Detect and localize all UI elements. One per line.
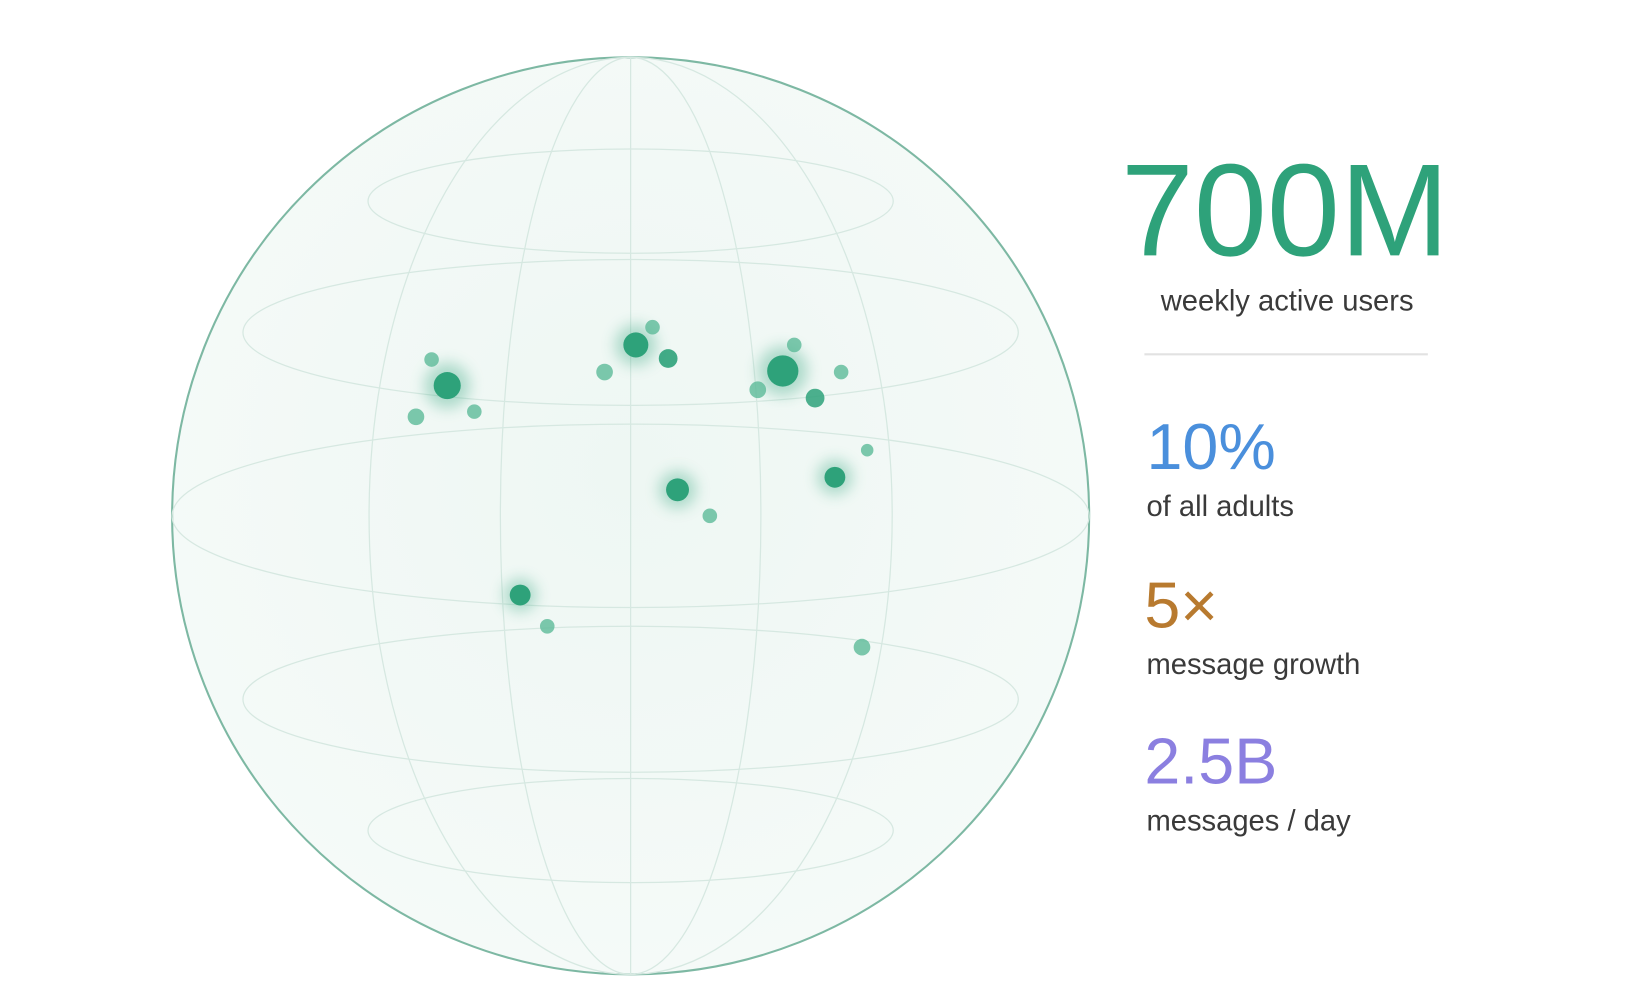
stats-panel: 700M weekly active users 10% of all adul… bbox=[1121, 136, 1449, 837]
globe-grid bbox=[171, 56, 1090, 975]
stat-value: 10% bbox=[1146, 411, 1275, 483]
stat-label: message growth bbox=[1146, 649, 1360, 681]
headline-value: 700M bbox=[1121, 136, 1449, 283]
headline-label: weekly active users bbox=[1160, 286, 1414, 318]
globe bbox=[171, 56, 1091, 976]
stat-value: 2.5B bbox=[1144, 726, 1277, 798]
activity-dots bbox=[407, 319, 874, 656]
stat-label: messages / day bbox=[1146, 806, 1351, 838]
stat-value: 5× bbox=[1144, 569, 1218, 641]
stat-label: of all adults bbox=[1146, 491, 1294, 523]
